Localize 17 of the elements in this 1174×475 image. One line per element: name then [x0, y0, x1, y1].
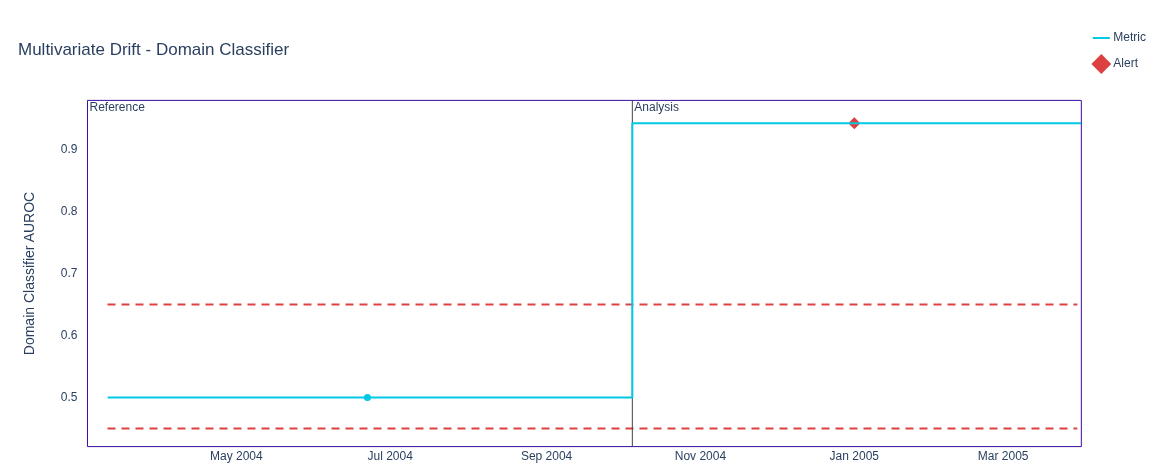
legend-label: Metric — [1113, 30, 1147, 45]
y-tick-label: 0.6 — [60, 327, 78, 342]
x-tick-label: May 2004 — [209, 449, 263, 464]
y-axis-title: Domain Classifier AUROC — [21, 191, 38, 356]
y-tick-label: 0.8 — [60, 203, 78, 218]
legend-label: Alert — [1113, 56, 1139, 71]
y-tick-label: 0.7 — [60, 265, 78, 280]
x-tick-label: Jul 2004 — [367, 449, 414, 464]
x-tick-label: Jan 2005 — [829, 449, 880, 464]
x-tick-label: Sep 2004 — [520, 449, 573, 464]
x-tick-label: Nov 2004 — [674, 449, 727, 464]
annotation: Reference — [89, 99, 146, 114]
y-tick-label: 0.9 — [60, 141, 78, 156]
x-tick-label: Mar 2005 — [977, 449, 1029, 464]
annotation: Analysis — [634, 99, 680, 114]
chart-title: Multivariate Drift - Domain Classifier — [18, 39, 290, 59]
y-tick-label: 0.5 — [60, 389, 78, 404]
